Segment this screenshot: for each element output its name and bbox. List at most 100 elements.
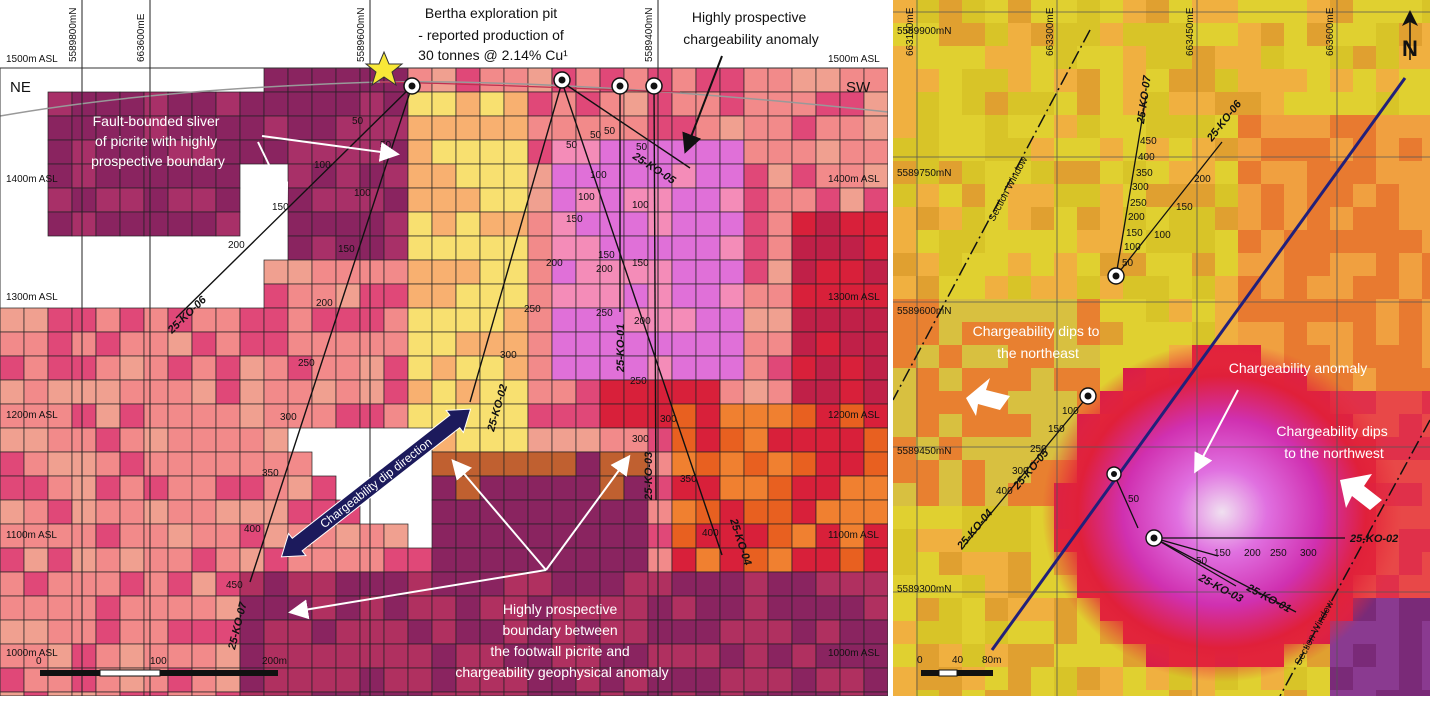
model-block: [916, 460, 939, 483]
model-block: [1008, 575, 1031, 598]
model-block: [1123, 253, 1146, 276]
model-block: [1353, 322, 1376, 345]
model-block: [119, 427, 145, 453]
model-block: [695, 667, 721, 693]
depth-label: 400: [244, 524, 261, 535]
model-block: [767, 451, 793, 477]
model-block: [527, 667, 553, 693]
model-block: [1376, 598, 1399, 621]
model-block: [1146, 230, 1169, 253]
model-block: [1261, 276, 1284, 299]
model-block: [1376, 69, 1399, 92]
model-block: [167, 691, 193, 696]
model-block: [503, 499, 529, 525]
model-block: [263, 259, 289, 285]
model-block: [335, 139, 361, 165]
model-block: [71, 523, 97, 549]
model-block: [119, 571, 145, 597]
model-block: [839, 643, 865, 669]
model-block: [167, 547, 193, 573]
model-block: [479, 379, 505, 405]
model-block: [939, 644, 962, 667]
model-block: [239, 331, 265, 357]
model-block: [0, 355, 25, 381]
model-block: [767, 619, 793, 645]
model-block: [1169, 115, 1192, 138]
model-block: [1376, 0, 1399, 23]
depth-label: 50: [352, 116, 364, 127]
model-block: [1353, 230, 1376, 253]
model-block: [1238, 0, 1261, 23]
depth-label: 400: [996, 486, 1013, 497]
model-block: [1031, 69, 1054, 92]
model-block: [311, 379, 337, 405]
model-block: [527, 499, 553, 525]
model-block: [939, 621, 962, 644]
model-block: [1422, 138, 1430, 161]
model-block: [791, 691, 817, 696]
depth-label: 100: [354, 188, 371, 199]
model-block: [719, 403, 745, 429]
model-block: [1399, 184, 1422, 207]
model-block: [1399, 276, 1422, 299]
model-block: [215, 643, 241, 669]
model-block: [1284, 115, 1307, 138]
model-block: [431, 691, 457, 696]
model-block: [815, 139, 841, 165]
model-block: [503, 211, 529, 237]
model-block: [263, 619, 289, 645]
model-block: [71, 547, 97, 573]
model-block: [695, 427, 721, 453]
plan-scale-bar: 0 40 80m: [917, 655, 1001, 677]
model-block: [962, 322, 985, 345]
model-block: [939, 184, 962, 207]
model-block: [215, 307, 241, 333]
model-block: [815, 547, 841, 573]
model-block: [359, 115, 385, 141]
model-block: [575, 355, 601, 381]
model-block: [791, 475, 817, 501]
depth-label: 150: [566, 214, 583, 225]
model-block: [359, 571, 385, 597]
model-block: [239, 451, 265, 477]
model-block: [815, 283, 841, 309]
model-block: [1008, 230, 1031, 253]
model-block: [767, 571, 793, 597]
model-block: [143, 691, 169, 696]
model-block: [893, 644, 916, 667]
model-block: [1261, 299, 1284, 322]
model-block: [623, 403, 649, 429]
model-block: [71, 451, 97, 477]
model-block: [916, 483, 939, 506]
depth-label: 100: [1062, 406, 1079, 417]
model-block: [985, 437, 1008, 460]
model-block: [1054, 253, 1077, 276]
model-block: [143, 571, 169, 597]
model-block: [839, 235, 865, 261]
depth-label: 150: [338, 244, 355, 255]
model-block: [1353, 690, 1376, 696]
model-block: [647, 571, 673, 597]
model-block: [1376, 253, 1399, 276]
model-block: [1422, 437, 1430, 460]
model-block: [671, 595, 697, 621]
model-block: [1399, 299, 1422, 322]
model-block: [167, 427, 193, 453]
depth-label: 150: [272, 202, 289, 213]
model-block: [575, 403, 601, 429]
model-block: [671, 283, 697, 309]
model-block: [23, 475, 49, 501]
model-block: [719, 67, 745, 93]
model-block: [119, 211, 145, 237]
model-block: [719, 355, 745, 381]
model-block: [1123, 23, 1146, 46]
model-block: [623, 691, 649, 696]
model-block: [1261, 184, 1284, 207]
depth-label: 150: [632, 258, 649, 269]
model-block: [1376, 230, 1399, 253]
model-block: [1215, 276, 1238, 299]
model-block: [287, 643, 313, 669]
model-block: [1169, 23, 1192, 46]
model-block: [1100, 0, 1123, 23]
model-block: [1077, 253, 1100, 276]
